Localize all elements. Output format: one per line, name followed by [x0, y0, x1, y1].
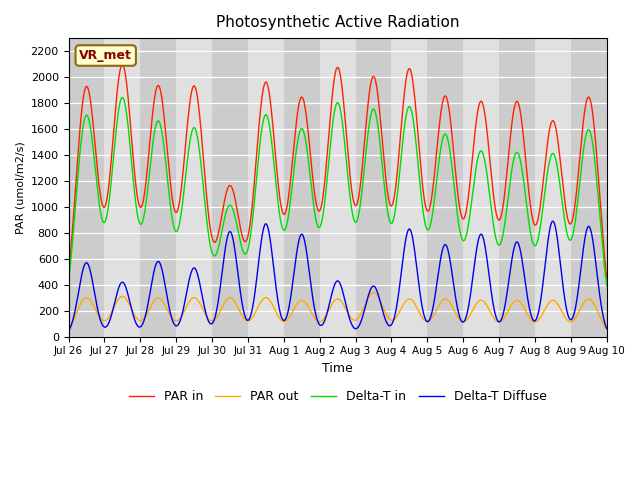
Bar — [104, 38, 140, 337]
Delta-T in — [494, 241, 502, 247]
PAR out — [365, 294, 372, 300]
Line: PAR out: PAR out — [68, 292, 607, 329]
PAR in — [570, 207, 578, 213]
Y-axis label: PAR (umol/m2/s): PAR (umol/m2/s) — [15, 141, 25, 234]
PAR in — [556, 149, 563, 155]
Delta-T Diffuse — [494, 318, 502, 324]
Delta-T in — [353, 217, 361, 223]
Bar — [212, 38, 248, 337]
PAR in — [65, 272, 72, 277]
Delta-T Diffuse — [549, 218, 557, 224]
Line: PAR in: PAR in — [68, 65, 607, 277]
Delta-T Diffuse — [215, 296, 223, 302]
Delta-T Diffuse — [365, 292, 372, 298]
PAR out — [556, 304, 563, 310]
Delta-T Diffuse — [65, 328, 72, 334]
Delta-T in — [570, 225, 578, 231]
Bar — [355, 38, 392, 337]
Delta-T Diffuse — [353, 325, 361, 331]
Line: Delta-T Diffuse: Delta-T Diffuse — [68, 221, 607, 331]
Bar — [68, 38, 104, 337]
PAR in — [353, 201, 361, 206]
PAR out — [494, 319, 502, 324]
PAR in — [215, 228, 223, 234]
Delta-T in — [215, 243, 223, 249]
Delta-T Diffuse — [570, 311, 578, 316]
Delta-T Diffuse — [603, 325, 611, 331]
Text: VR_met: VR_met — [79, 49, 132, 62]
Bar — [535, 38, 571, 337]
PAR out — [353, 317, 361, 323]
Title: Photosynthetic Active Radiation: Photosynthetic Active Radiation — [216, 15, 460, 30]
Delta-T in — [556, 177, 563, 183]
Bar — [463, 38, 499, 337]
Delta-T in — [603, 282, 611, 288]
PAR out — [215, 312, 223, 317]
Legend: PAR in, PAR out, Delta-T in, Delta-T Diffuse: PAR in, PAR out, Delta-T in, Delta-T Dif… — [124, 385, 552, 408]
Bar — [571, 38, 607, 337]
PAR out — [570, 317, 578, 323]
Line: Delta-T in: Delta-T in — [68, 97, 607, 285]
Bar — [248, 38, 284, 337]
PAR in — [365, 94, 372, 100]
Bar — [284, 38, 319, 337]
Delta-T in — [118, 95, 126, 100]
Delta-T in — [365, 124, 372, 130]
PAR in — [118, 62, 126, 68]
Bar — [319, 38, 355, 337]
PAR out — [65, 326, 72, 332]
PAR out — [369, 289, 377, 295]
Bar — [428, 38, 463, 337]
Delta-T in — [65, 279, 72, 285]
Bar — [176, 38, 212, 337]
PAR out — [603, 326, 611, 332]
PAR in — [494, 216, 502, 222]
Delta-T Diffuse — [556, 251, 563, 257]
Bar — [392, 38, 428, 337]
PAR in — [603, 274, 611, 280]
Bar — [499, 38, 535, 337]
X-axis label: Time: Time — [322, 362, 353, 375]
Bar — [140, 38, 176, 337]
